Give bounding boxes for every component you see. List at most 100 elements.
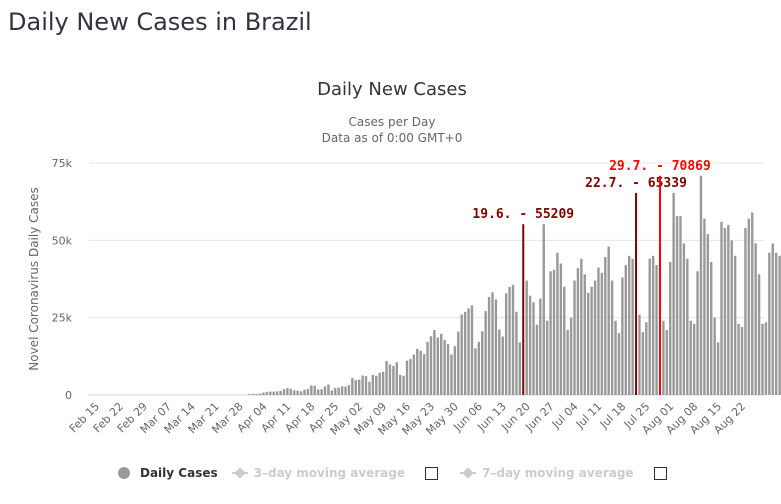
bar[interactable] bbox=[494, 299, 498, 395]
bar[interactable] bbox=[651, 255, 655, 395]
bar[interactable] bbox=[426, 341, 429, 395]
bar[interactable] bbox=[569, 317, 573, 395]
bar[interactable] bbox=[586, 292, 590, 395]
bar[interactable] bbox=[440, 333, 443, 395]
bar[interactable] bbox=[686, 258, 689, 395]
bar[interactable] bbox=[310, 385, 313, 395]
bar[interactable] bbox=[467, 308, 470, 395]
bar[interactable] bbox=[330, 390, 334, 395]
bar[interactable] bbox=[484, 311, 487, 395]
bar[interactable] bbox=[303, 389, 306, 395]
legend-item-3day-average[interactable]: 3–day moving average bbox=[231, 466, 446, 480]
bar[interactable] bbox=[443, 339, 446, 395]
bar[interactable] bbox=[323, 386, 327, 395]
bar[interactable] bbox=[433, 330, 436, 395]
bar[interactable] bbox=[672, 192, 675, 395]
bar[interactable] bbox=[665, 330, 669, 395]
bar[interactable] bbox=[340, 386, 344, 395]
bar[interactable] bbox=[648, 258, 651, 395]
bar[interactable] bbox=[320, 389, 323, 395]
bar[interactable] bbox=[299, 391, 303, 395]
bar[interactable] bbox=[737, 323, 740, 395]
bar[interactable] bbox=[385, 360, 388, 395]
bar[interactable] bbox=[375, 375, 378, 395]
bar[interactable] bbox=[727, 224, 730, 395]
bar[interactable] bbox=[761, 323, 764, 395]
bar[interactable] bbox=[645, 322, 648, 395]
bar[interactable] bbox=[470, 305, 474, 395]
bar[interactable] bbox=[552, 269, 556, 395]
bar[interactable] bbox=[296, 390, 299, 395]
bar[interactable] bbox=[405, 360, 409, 395]
bar[interactable] bbox=[614, 320, 617, 395]
bar[interactable] bbox=[255, 393, 258, 395]
bar[interactable] bbox=[289, 388, 293, 395]
bar[interactable] bbox=[412, 354, 416, 395]
bar[interactable] bbox=[600, 272, 604, 395]
bar[interactable] bbox=[501, 336, 504, 395]
bar[interactable] bbox=[378, 372, 381, 395]
bar[interactable] bbox=[720, 221, 723, 395]
bar[interactable] bbox=[628, 255, 631, 395]
bar[interactable] bbox=[604, 257, 607, 395]
bar[interactable] bbox=[429, 336, 433, 395]
bar[interactable] bbox=[371, 374, 375, 395]
bar[interactable] bbox=[508, 287, 511, 395]
bar[interactable] bbox=[258, 393, 262, 395]
bar[interactable] bbox=[395, 362, 398, 395]
bar[interactable] bbox=[607, 246, 610, 395]
bar[interactable] bbox=[334, 387, 337, 395]
bar[interactable] bbox=[337, 387, 340, 395]
checkbox-3day-average[interactable] bbox=[425, 466, 439, 480]
bar[interactable] bbox=[316, 389, 320, 395]
bar[interactable] bbox=[515, 311, 518, 395]
bar[interactable] bbox=[457, 331, 460, 395]
bar[interactable] bbox=[463, 311, 467, 395]
bar[interactable] bbox=[477, 341, 481, 395]
annotated-bar[interactable] bbox=[658, 175, 661, 395]
bar[interactable] bbox=[364, 376, 368, 395]
bar[interactable] bbox=[504, 293, 508, 395]
bar[interactable] bbox=[474, 348, 477, 395]
bar[interactable] bbox=[272, 391, 275, 395]
bar[interactable] bbox=[388, 364, 392, 395]
bar[interactable] bbox=[498, 329, 501, 395]
bar[interactable] bbox=[262, 392, 265, 395]
bar[interactable] bbox=[279, 390, 282, 395]
bar[interactable] bbox=[631, 258, 634, 395]
bar[interactable] bbox=[265, 391, 269, 395]
bar[interactable] bbox=[416, 348, 419, 395]
bar[interactable] bbox=[655, 265, 658, 395]
bar[interactable] bbox=[368, 381, 371, 395]
bar[interactable] bbox=[436, 337, 439, 395]
bar[interactable] bbox=[344, 386, 347, 395]
legend-item-daily-cases[interactable]: Daily Cases bbox=[118, 466, 218, 480]
bar[interactable] bbox=[327, 384, 330, 395]
bar[interactable] bbox=[679, 216, 682, 395]
bar[interactable] bbox=[747, 218, 751, 395]
bar[interactable] bbox=[662, 320, 665, 395]
bar[interactable] bbox=[682, 243, 686, 395]
bar[interactable] bbox=[539, 298, 542, 395]
bar[interactable] bbox=[313, 385, 316, 395]
legend-item-7day-average[interactable]: 7–day moving average bbox=[460, 466, 674, 480]
bar[interactable] bbox=[525, 280, 528, 395]
bar[interactable] bbox=[361, 375, 364, 395]
bar[interactable] bbox=[422, 354, 426, 395]
bar[interactable] bbox=[771, 243, 774, 395]
bar[interactable] bbox=[282, 389, 286, 395]
bar[interactable] bbox=[669, 261, 672, 395]
bar[interactable] bbox=[638, 314, 641, 395]
bar[interactable] bbox=[481, 331, 484, 395]
bar[interactable] bbox=[597, 267, 600, 395]
bar[interactable] bbox=[580, 258, 583, 395]
bar[interactable] bbox=[354, 380, 357, 395]
bar[interactable] bbox=[351, 377, 354, 395]
bar[interactable] bbox=[590, 286, 593, 395]
bar[interactable] bbox=[563, 286, 566, 395]
bar[interactable] bbox=[566, 330, 569, 395]
bar[interactable] bbox=[269, 391, 272, 395]
bar[interactable] bbox=[675, 216, 679, 395]
bar[interactable] bbox=[409, 359, 412, 395]
bar[interactable] bbox=[306, 388, 310, 395]
